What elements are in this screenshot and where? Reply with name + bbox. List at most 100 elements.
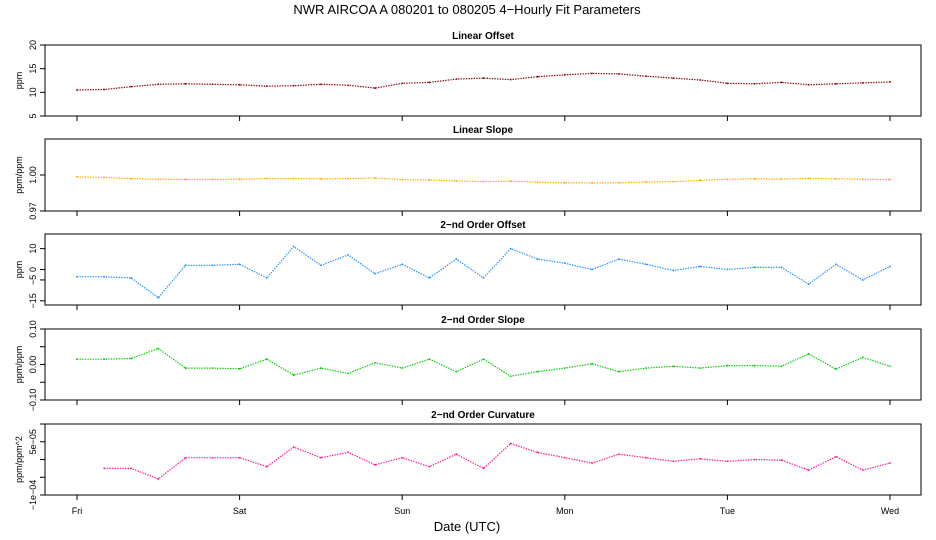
data-point (76, 175, 78, 178)
data-point (238, 263, 241, 266)
data-point (753, 364, 756, 367)
data-point (563, 73, 566, 76)
data-point (699, 179, 702, 182)
data-point (428, 358, 431, 361)
data-point (753, 82, 756, 85)
y-tick-label: 0.10 (28, 320, 38, 338)
data-point (157, 347, 160, 350)
data-point (157, 478, 160, 480)
data-point (509, 180, 512, 183)
data-point (753, 266, 756, 269)
data-point (699, 457, 702, 460)
x-axis-label: Date (UTC) (434, 519, 500, 534)
y-tick-label: 15 (28, 64, 38, 74)
panel-5: 2−nd Order Curvature ppm/ppm^2 −1e−04 5e−05 (14, 410, 922, 511)
y-tick-label: 0.97 (28, 202, 38, 220)
data-point (320, 264, 322, 267)
data-point (591, 462, 593, 464)
data-point (103, 275, 106, 278)
figure-title: NWR AIRCOA A 080201 to 080205 4−Hourly F… (293, 2, 641, 17)
data-point (428, 179, 431, 181)
data-point (834, 368, 837, 371)
data-point (103, 176, 106, 179)
data-point (238, 456, 241, 459)
panel-3: 2−nd Order Offset ppm −15 −5 0 10 (14, 220, 922, 310)
data-point (807, 283, 810, 286)
data-point (536, 451, 539, 454)
data-point (618, 453, 620, 456)
data-point (184, 82, 187, 85)
data-point (861, 81, 864, 84)
data-point (347, 372, 349, 375)
data-point (103, 88, 106, 91)
y-tick-label: 1.00 (28, 166, 38, 184)
data-point (618, 181, 620, 184)
data-point (834, 177, 837, 180)
data-point (292, 374, 295, 377)
data-point (780, 178, 783, 180)
data-point (672, 180, 675, 183)
data-point (455, 370, 458, 373)
y-tick-label: 20 (28, 40, 38, 50)
data-point (726, 178, 729, 181)
data-point (807, 352, 810, 355)
y-axis-label: ppm (14, 261, 24, 279)
data-point (238, 178, 241, 181)
data-point (347, 84, 349, 87)
data-point (374, 463, 376, 466)
data-point (184, 178, 187, 181)
data-point (401, 263, 404, 266)
data-point (672, 365, 675, 368)
data-point (374, 361, 376, 364)
y-axis-label: ppm/ppm^2 (14, 436, 24, 483)
panel-frame (44, 138, 922, 212)
panel-title: 2−nd Order Offset (440, 220, 526, 231)
data-point (347, 451, 349, 454)
data-point (889, 265, 891, 268)
data-point (76, 358, 78, 361)
data-point (103, 467, 106, 470)
data-point (807, 83, 810, 86)
data-point (861, 178, 864, 181)
data-point (536, 75, 539, 78)
data-point (563, 367, 566, 369)
panel-frame (44, 233, 922, 306)
data-point (726, 364, 729, 367)
data-point (699, 79, 702, 81)
y-tick-label: −1e−04 (28, 480, 38, 511)
data-point (509, 247, 512, 250)
x-tick-label: Wed (881, 506, 899, 516)
data-point (482, 276, 485, 279)
panel-frame (44, 328, 922, 401)
data-point (645, 456, 647, 459)
data-point (753, 177, 756, 180)
data-point (76, 89, 78, 91)
data-point (591, 362, 593, 365)
data-point (536, 258, 539, 260)
data-point (265, 85, 268, 88)
data-point (482, 77, 485, 80)
data-point (618, 370, 620, 373)
y-axis-label: ppm/ppm (14, 156, 24, 194)
data-point (726, 460, 729, 463)
y-tick-label: 5e−05 (28, 429, 38, 454)
y-tick-label: 5 (28, 113, 38, 118)
series-line (77, 245, 891, 299)
panel-frame (44, 423, 922, 496)
panel-title: 2−nd Order Slope (441, 315, 525, 326)
data-point (374, 177, 376, 179)
data-point (428, 465, 431, 468)
data-point (482, 358, 485, 361)
data-point (591, 268, 593, 271)
data-point (347, 177, 349, 180)
data-point (401, 82, 404, 85)
x-tick-label: Fri (72, 506, 83, 516)
data-point (889, 462, 891, 464)
data-point (238, 367, 241, 370)
data-point (563, 181, 566, 184)
y-tick-label: 0 (28, 267, 38, 272)
data-point (672, 77, 675, 80)
panel-2: Linear Slope ppm/ppm 0.97 1.00 (14, 125, 922, 220)
data-point (130, 85, 133, 88)
data-point (672, 269, 675, 272)
